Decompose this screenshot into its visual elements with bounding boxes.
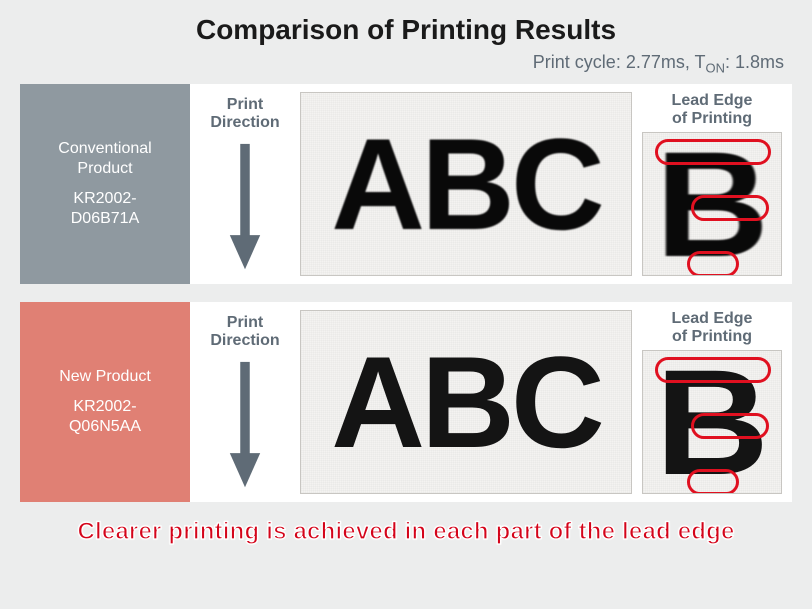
product-label-box: New Product KR2002-Q06N5AA bbox=[20, 302, 190, 502]
highlight-ring bbox=[691, 413, 769, 439]
direction-column: PrintDirection bbox=[200, 92, 290, 276]
product-label: New Product bbox=[59, 367, 151, 387]
print-sample: ABC bbox=[300, 92, 632, 276]
conclusion-text: Clearer printing is achieved in each par… bbox=[20, 518, 792, 546]
lead-edge-sample: B bbox=[642, 132, 782, 275]
sample-letters: ABC bbox=[331, 119, 601, 249]
lead-edge-column: Lead Edgeof PrintingB bbox=[642, 310, 782, 494]
down-arrow-icon bbox=[226, 138, 264, 275]
highlight-ring bbox=[687, 469, 739, 493]
main-title: Comparison of Printing Results bbox=[20, 14, 792, 46]
row-new: New Product KR2002-Q06N5AA PrintDirection … bbox=[20, 302, 792, 502]
model-number: KR2002-Q06N5AA bbox=[69, 397, 141, 437]
lead-edge-sample: B bbox=[642, 350, 782, 493]
direction-column: PrintDirection bbox=[200, 310, 290, 494]
model-number: KR2002-D06B71A bbox=[71, 189, 140, 229]
product-label: ConventionalProduct bbox=[58, 139, 151, 179]
print-direction-label: PrintDirection bbox=[210, 314, 279, 351]
comparison-rows: ConventionalProduct KR2002-D06B71A PrintDi… bbox=[20, 84, 792, 502]
down-arrow-icon bbox=[226, 356, 264, 493]
lead-edge-column: Lead Edgeof PrintingB bbox=[642, 92, 782, 276]
product-label-box: ConventionalProduct KR2002-D06B71A bbox=[20, 84, 190, 284]
direction-arrow bbox=[200, 356, 290, 493]
row-conventional: ConventionalProduct KR2002-D06B71A PrintDi… bbox=[20, 84, 792, 284]
subtitle-post: : 1.8ms bbox=[725, 52, 784, 72]
row-content: PrintDirection ABC Lead Edgeof PrintingB bbox=[190, 84, 792, 284]
highlight-ring bbox=[655, 139, 771, 165]
sample-letters: ABC bbox=[331, 337, 601, 467]
highlight-ring bbox=[691, 195, 769, 221]
highlight-ring bbox=[655, 357, 771, 383]
subtitle: Print cycle: 2.77ms, TON: 1.8ms bbox=[20, 52, 784, 76]
subtitle-sub: ON bbox=[706, 61, 725, 76]
subtitle-pre: Print cycle: 2.77ms, T bbox=[533, 52, 706, 72]
print-sample: ABC bbox=[300, 310, 632, 494]
direction-arrow bbox=[200, 138, 290, 275]
highlight-ring bbox=[687, 251, 739, 275]
lead-edge-label: Lead Edgeof Printing bbox=[672, 310, 753, 347]
lead-edge-label: Lead Edgeof Printing bbox=[672, 92, 753, 129]
print-direction-label: PrintDirection bbox=[210, 96, 279, 133]
infographic-canvas: Comparison of Printing Results Print cyc… bbox=[0, 0, 812, 609]
row-content: PrintDirection ABC Lead Edgeof PrintingB bbox=[190, 302, 792, 502]
